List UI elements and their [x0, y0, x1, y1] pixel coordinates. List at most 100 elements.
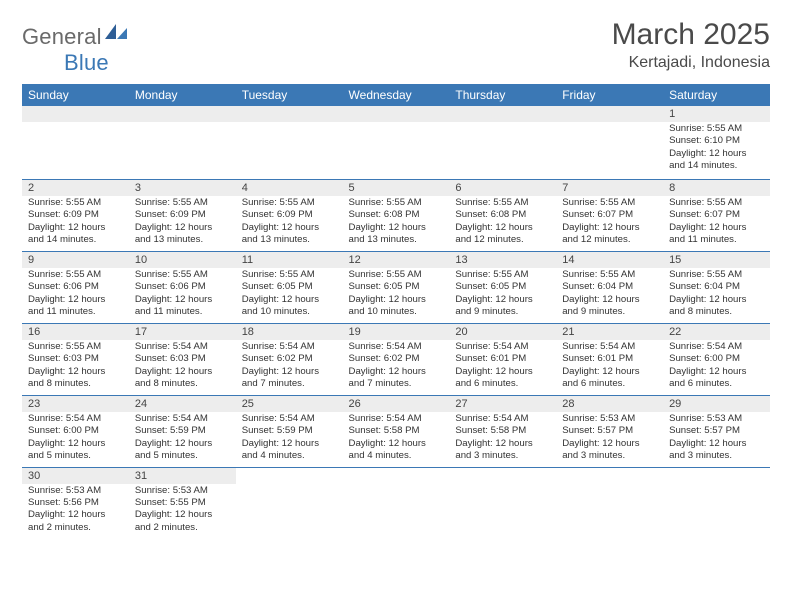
detail-line: Sunrise: 5:54 AM — [242, 341, 337, 353]
day-details: Sunrise: 5:53 AMSunset: 5:57 PMDaylight:… — [663, 412, 770, 467]
detail-line: Sunset: 6:09 PM — [242, 209, 337, 221]
detail-line: Daylight: 12 hours — [242, 438, 337, 450]
detail-line: Sunrise: 5:55 AM — [669, 123, 764, 135]
detail-line: Sunset: 6:06 PM — [28, 281, 123, 293]
detail-line: and 2 minutes. — [135, 522, 230, 534]
detail-line: Daylight: 12 hours — [349, 294, 444, 306]
empty-day-header — [449, 468, 556, 484]
detail-line: and 2 minutes. — [28, 522, 123, 534]
day-number: 31 — [129, 468, 236, 484]
day-details: Sunrise: 5:54 AMSunset: 6:01 PMDaylight:… — [449, 340, 556, 395]
detail-line: Daylight: 12 hours — [455, 438, 550, 450]
detail-line: and 4 minutes. — [242, 450, 337, 462]
detail-line: Daylight: 12 hours — [135, 509, 230, 521]
detail-line: and 10 minutes. — [349, 306, 444, 318]
detail-line: Sunrise: 5:55 AM — [28, 269, 123, 281]
detail-line: Sunset: 6:02 PM — [242, 353, 337, 365]
detail-line: Sunset: 6:07 PM — [669, 209, 764, 221]
calendar-cell: 19Sunrise: 5:54 AMSunset: 6:02 PMDayligh… — [343, 323, 450, 395]
day-number: 7 — [556, 180, 663, 196]
day-number: 6 — [449, 180, 556, 196]
calendar-cell: 13Sunrise: 5:55 AMSunset: 6:05 PMDayligh… — [449, 251, 556, 323]
detail-line: Sunset: 6:05 PM — [242, 281, 337, 293]
empty-day-header — [236, 468, 343, 484]
empty-day-header — [236, 106, 343, 122]
day-details: Sunrise: 5:55 AMSunset: 6:06 PMDaylight:… — [22, 268, 129, 323]
calendar-cell — [236, 106, 343, 180]
day-details: Sunrise: 5:55 AMSunset: 6:08 PMDaylight:… — [449, 196, 556, 251]
calendar-cell: 30Sunrise: 5:53 AMSunset: 5:56 PMDayligh… — [22, 467, 129, 541]
detail-line: and 8 minutes. — [135, 378, 230, 390]
calendar-cell: 26Sunrise: 5:54 AMSunset: 5:58 PMDayligh… — [343, 395, 450, 467]
detail-line: Sunrise: 5:54 AM — [455, 413, 550, 425]
detail-line: Sunrise: 5:55 AM — [562, 197, 657, 209]
day-details: Sunrise: 5:55 AMSunset: 6:09 PMDaylight:… — [129, 196, 236, 251]
calendar-cell: 11Sunrise: 5:55 AMSunset: 6:05 PMDayligh… — [236, 251, 343, 323]
empty-day-body — [449, 122, 556, 179]
detail-line: and 7 minutes. — [349, 378, 444, 390]
detail-line: Sunset: 6:01 PM — [562, 353, 657, 365]
calendar-cell: 27Sunrise: 5:54 AMSunset: 5:58 PMDayligh… — [449, 395, 556, 467]
detail-line: and 7 minutes. — [242, 378, 337, 390]
detail-line: Daylight: 12 hours — [28, 509, 123, 521]
calendar-cell — [129, 106, 236, 180]
weekday-header: Tuesday — [236, 84, 343, 106]
detail-line: Daylight: 12 hours — [669, 148, 764, 160]
detail-line: Sunset: 6:04 PM — [669, 281, 764, 293]
calendar-week-row: 9Sunrise: 5:55 AMSunset: 6:06 PMDaylight… — [22, 251, 770, 323]
calendar-page: General March 2025 Kertajadi, Indonesia … — [0, 0, 792, 612]
empty-day-header — [129, 106, 236, 122]
day-details: Sunrise: 5:55 AMSunset: 6:06 PMDaylight:… — [129, 268, 236, 323]
detail-line: and 11 minutes. — [28, 306, 123, 318]
detail-line: Sunset: 6:03 PM — [28, 353, 123, 365]
weekday-header: Monday — [129, 84, 236, 106]
calendar-cell: 9Sunrise: 5:55 AMSunset: 6:06 PMDaylight… — [22, 251, 129, 323]
calendar-cell — [449, 467, 556, 541]
day-number: 9 — [22, 252, 129, 268]
day-details: Sunrise: 5:54 AMSunset: 5:58 PMDaylight:… — [449, 412, 556, 467]
day-number: 4 — [236, 180, 343, 196]
empty-day-header — [556, 468, 663, 484]
month-title: March 2025 — [612, 18, 770, 52]
day-number: 20 — [449, 324, 556, 340]
calendar-cell: 18Sunrise: 5:54 AMSunset: 6:02 PMDayligh… — [236, 323, 343, 395]
weekday-header: Friday — [556, 84, 663, 106]
detail-line: Daylight: 12 hours — [349, 438, 444, 450]
calendar-cell: 2Sunrise: 5:55 AMSunset: 6:09 PMDaylight… — [22, 180, 129, 252]
calendar-week-row: 1Sunrise: 5:55 AMSunset: 6:10 PMDaylight… — [22, 106, 770, 180]
calendar-cell — [22, 106, 129, 180]
detail-line: Daylight: 12 hours — [242, 222, 337, 234]
day-number: 8 — [663, 180, 770, 196]
calendar-cell — [236, 467, 343, 541]
detail-line: Sunset: 6:04 PM — [562, 281, 657, 293]
detail-line: Sunrise: 5:54 AM — [349, 413, 444, 425]
detail-line: Sunset: 5:57 PM — [669, 425, 764, 437]
detail-line: Sunrise: 5:54 AM — [349, 341, 444, 353]
day-number: 25 — [236, 396, 343, 412]
detail-line: Sunrise: 5:54 AM — [28, 413, 123, 425]
detail-line: Daylight: 12 hours — [669, 294, 764, 306]
calendar-cell: 14Sunrise: 5:55 AMSunset: 6:04 PMDayligh… — [556, 251, 663, 323]
detail-line: Sunrise: 5:55 AM — [135, 197, 230, 209]
detail-line: and 13 minutes. — [349, 234, 444, 246]
weekday-header: Thursday — [449, 84, 556, 106]
logo: General — [22, 18, 127, 51]
day-details: Sunrise: 5:54 AMSunset: 6:02 PMDaylight:… — [236, 340, 343, 395]
calendar-cell: 22Sunrise: 5:54 AMSunset: 6:00 PMDayligh… — [663, 323, 770, 395]
detail-line: Sunrise: 5:54 AM — [242, 413, 337, 425]
detail-line: Sunrise: 5:55 AM — [669, 197, 764, 209]
day-details: Sunrise: 5:53 AMSunset: 5:55 PMDaylight:… — [129, 484, 236, 539]
detail-line: and 14 minutes. — [669, 160, 764, 172]
detail-line: and 12 minutes. — [562, 234, 657, 246]
day-details: Sunrise: 5:54 AMSunset: 6:00 PMDaylight:… — [22, 412, 129, 467]
day-number: 22 — [663, 324, 770, 340]
detail-line: Daylight: 12 hours — [28, 222, 123, 234]
detail-line: and 8 minutes. — [28, 378, 123, 390]
detail-line: Daylight: 12 hours — [349, 366, 444, 378]
detail-line: and 5 minutes. — [28, 450, 123, 462]
detail-line: Daylight: 12 hours — [242, 366, 337, 378]
calendar-cell — [343, 106, 450, 180]
detail-line: and 11 minutes. — [669, 234, 764, 246]
empty-day-body — [556, 484, 663, 541]
detail-line: Daylight: 12 hours — [135, 294, 230, 306]
